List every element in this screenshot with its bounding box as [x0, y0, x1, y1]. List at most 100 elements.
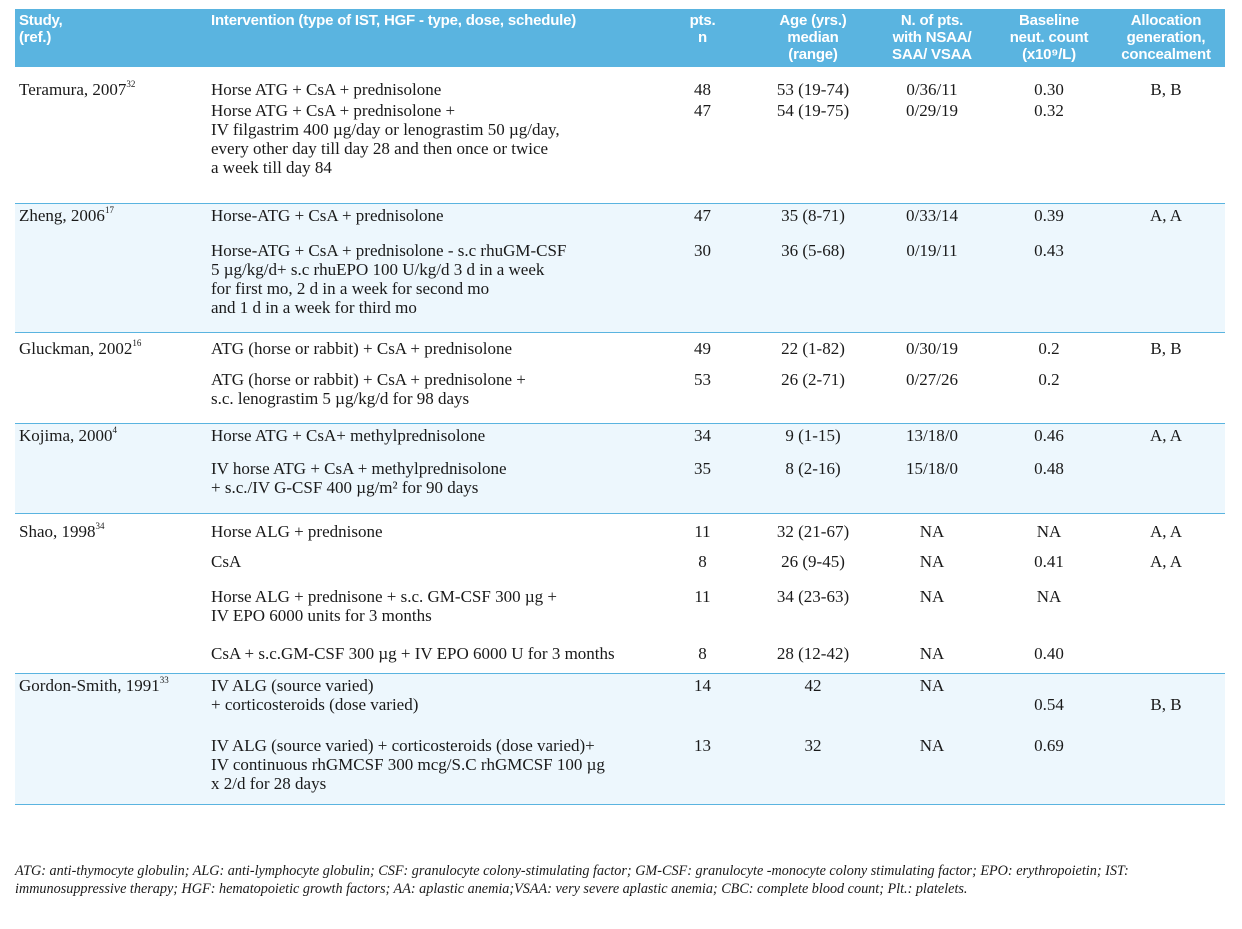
- neutrophil-cell: 0.2: [991, 368, 1107, 423]
- patients-cell: 34: [652, 422, 753, 457]
- neutrophil-cell-text: 0.43: [1034, 241, 1064, 260]
- patients-cell: 11: [652, 585, 753, 642]
- neutrophil-cell: 0.30: [991, 67, 1107, 99]
- age-cell-text: 9 (1-15): [785, 425, 841, 445]
- neutrophil-cell-text: 0.40: [1034, 644, 1064, 663]
- age-cell-text: 54 (19-75): [776, 101, 850, 120]
- allocation-cell: [1107, 239, 1225, 332]
- age-cell: 54 (19-75): [753, 99, 873, 203]
- severity-cell: 13/18/0: [873, 422, 991, 457]
- neutrophil-cell-text: 0.46: [1034, 425, 1064, 445]
- age-cell-text: 42: [804, 675, 822, 695]
- patients-cell-text: 8: [698, 644, 707, 663]
- neutrophil-cell: 0.46: [991, 422, 1107, 457]
- neutrophil-cell: NA: [991, 512, 1107, 550]
- severity-cell-text: 0/36/11: [906, 80, 958, 99]
- neutrophil-cell: 0.39: [991, 202, 1107, 239]
- header-intervention: Intervention (type of IST, HGF - type, d…: [207, 9, 652, 67]
- age-cell-text: 22 (1-82): [781, 338, 845, 358]
- age-cell: 22 (1-82): [753, 331, 873, 368]
- patients-cell-text: 34: [694, 425, 711, 445]
- severity-cell: 0/29/19: [873, 99, 991, 203]
- intervention-cell-text: Horse ATG + CsA + prednisolone + IV filg…: [211, 101, 560, 177]
- table-row: Horse ATG + CsA + prednisolone + IV filg…: [15, 99, 1225, 203]
- allocation-cell: [1107, 368, 1225, 423]
- intervention-cell: Horse-ATG + CsA + prednisolone - s.c rhu…: [207, 239, 652, 332]
- study-cell: Kojima, 20004: [15, 422, 207, 457]
- neutrophil-cell: 0.41: [991, 550, 1107, 585]
- age-cell-text: 26 (2-71): [781, 370, 845, 389]
- severity-cell-text: NA: [919, 521, 945, 541]
- allocation-cell: B, B: [1107, 67, 1225, 99]
- intervention-cell: Horse ATG + CsA + prednisolone + IV filg…: [207, 99, 652, 203]
- table-row: Gordon-Smith, 199133 IV ALG (source varie…: [15, 672, 1225, 734]
- patients-cell-text: 8: [698, 552, 707, 571]
- neutrophil-cell: 0.40: [991, 642, 1107, 673]
- header-allocation: Allocation generation, concealment: [1107, 9, 1225, 67]
- patients-cell-text: 47: [694, 205, 711, 225]
- patients-cell: 47: [652, 99, 753, 203]
- study-cell-text: Kojima, 2000: [19, 425, 113, 445]
- severity-cell: NA: [873, 642, 991, 673]
- intervention-cell: CsA: [207, 550, 652, 585]
- severity-cell-text: 15/18/0: [906, 459, 958, 478]
- patients-cell: 48: [652, 67, 753, 99]
- intervention-cell: Horse ATG + CsA + prednisolone: [207, 67, 652, 99]
- study-table: Study, (ref.) Intervention (type of IST,…: [15, 9, 1225, 804]
- severity-cell-text: NA: [919, 736, 945, 755]
- study-cell: Teramura, 200732: [15, 67, 207, 99]
- intervention-cell-text: IV ALG (source varied) + corticosteroids…: [211, 675, 419, 714]
- intervention-cell-text: CsA + s.c.GM-CSF 300 µg + IV EPO 6000 U …: [211, 644, 615, 663]
- allocation-cell-text: A, A: [1149, 205, 1183, 225]
- age-cell-text: 36 (5-68): [781, 241, 845, 260]
- table-row: Horse-ATG + CsA + prednisolone - s.c rhu…: [15, 239, 1225, 332]
- study-cell-text: Gluckman, 2002: [19, 338, 133, 358]
- intervention-cell-text: IV horse ATG + CsA + methylprednisolone …: [211, 459, 507, 497]
- patients-cell-text: 13: [694, 736, 711, 755]
- allocation-cell: [1107, 734, 1225, 804]
- age-cell: 32: [753, 734, 873, 804]
- severity-cell: NA: [873, 550, 991, 585]
- header-row: Study, (ref.) Intervention (type of IST,…: [15, 9, 1225, 67]
- table-row: CsA 8 26 (9-45) NA 0.41 A, A: [15, 550, 1225, 585]
- age-cell: 28 (12-42): [753, 642, 873, 673]
- neutrophil-cell-text: 0.69: [1034, 736, 1064, 755]
- reference-superscript: 17: [104, 204, 114, 215]
- intervention-cell-text: Horse-ATG + CsA + prednisolone: [211, 205, 444, 225]
- neutrophil-cell: 0.43: [991, 239, 1107, 332]
- severity-cell-text: NA: [919, 644, 945, 663]
- severity-cell-text: 0/19/11: [906, 241, 958, 260]
- table-row: ATG (horse or rabbit) + CsA + prednisolo…: [15, 368, 1225, 423]
- patients-cell-text: 53: [694, 370, 711, 389]
- patients-cell-text: 35: [694, 459, 711, 478]
- neutrophil-cell: 0.69: [991, 734, 1107, 804]
- age-cell: 36 (5-68): [753, 239, 873, 332]
- study-cell: [15, 642, 207, 673]
- allocation-cell-text: A, A: [1149, 425, 1183, 445]
- study-cell: [15, 239, 207, 332]
- severity-cell-text: 0/30/19: [906, 338, 958, 358]
- severity-cell: 0/36/11: [873, 67, 991, 99]
- neutrophil-cell-text: NA: [1036, 587, 1062, 606]
- patients-cell-text: 49: [694, 338, 711, 358]
- age-cell: 26 (2-71): [753, 368, 873, 423]
- allocation-cell-text: A, A: [1149, 552, 1183, 571]
- intervention-cell: ATG (horse or rabbit) + CsA + prednisolo…: [207, 331, 652, 368]
- table-footnote: ATG: anti-thymocyte globulin; ALG: anti-…: [15, 863, 1129, 897]
- patients-cell: 14: [652, 672, 753, 734]
- neutrophil-cell-text: 0.2: [1038, 370, 1060, 389]
- patients-cell: 53: [652, 368, 753, 423]
- neutrophil-cell: 0.32: [991, 99, 1107, 203]
- study-cell: [15, 585, 207, 642]
- severity-cell: 0/30/19: [873, 331, 991, 368]
- allocation-cell: A, A: [1107, 550, 1225, 585]
- age-cell: 9 (1-15): [753, 422, 873, 457]
- neutrophil-cell: 0.48: [991, 457, 1107, 513]
- neutrophil-cell-text: 0.32: [1034, 101, 1064, 120]
- neutrophil-cell: NA: [991, 585, 1107, 642]
- table-row: IV ALG (source varied) + corticosteroids…: [15, 734, 1225, 804]
- header-study: Study, (ref.): [15, 9, 207, 67]
- study-cell: Gordon-Smith, 199133: [15, 672, 207, 734]
- study-cell: Gluckman, 200216: [15, 331, 207, 368]
- table-row: Zheng, 200617 Horse-ATG + CsA + prednisol…: [15, 202, 1225, 239]
